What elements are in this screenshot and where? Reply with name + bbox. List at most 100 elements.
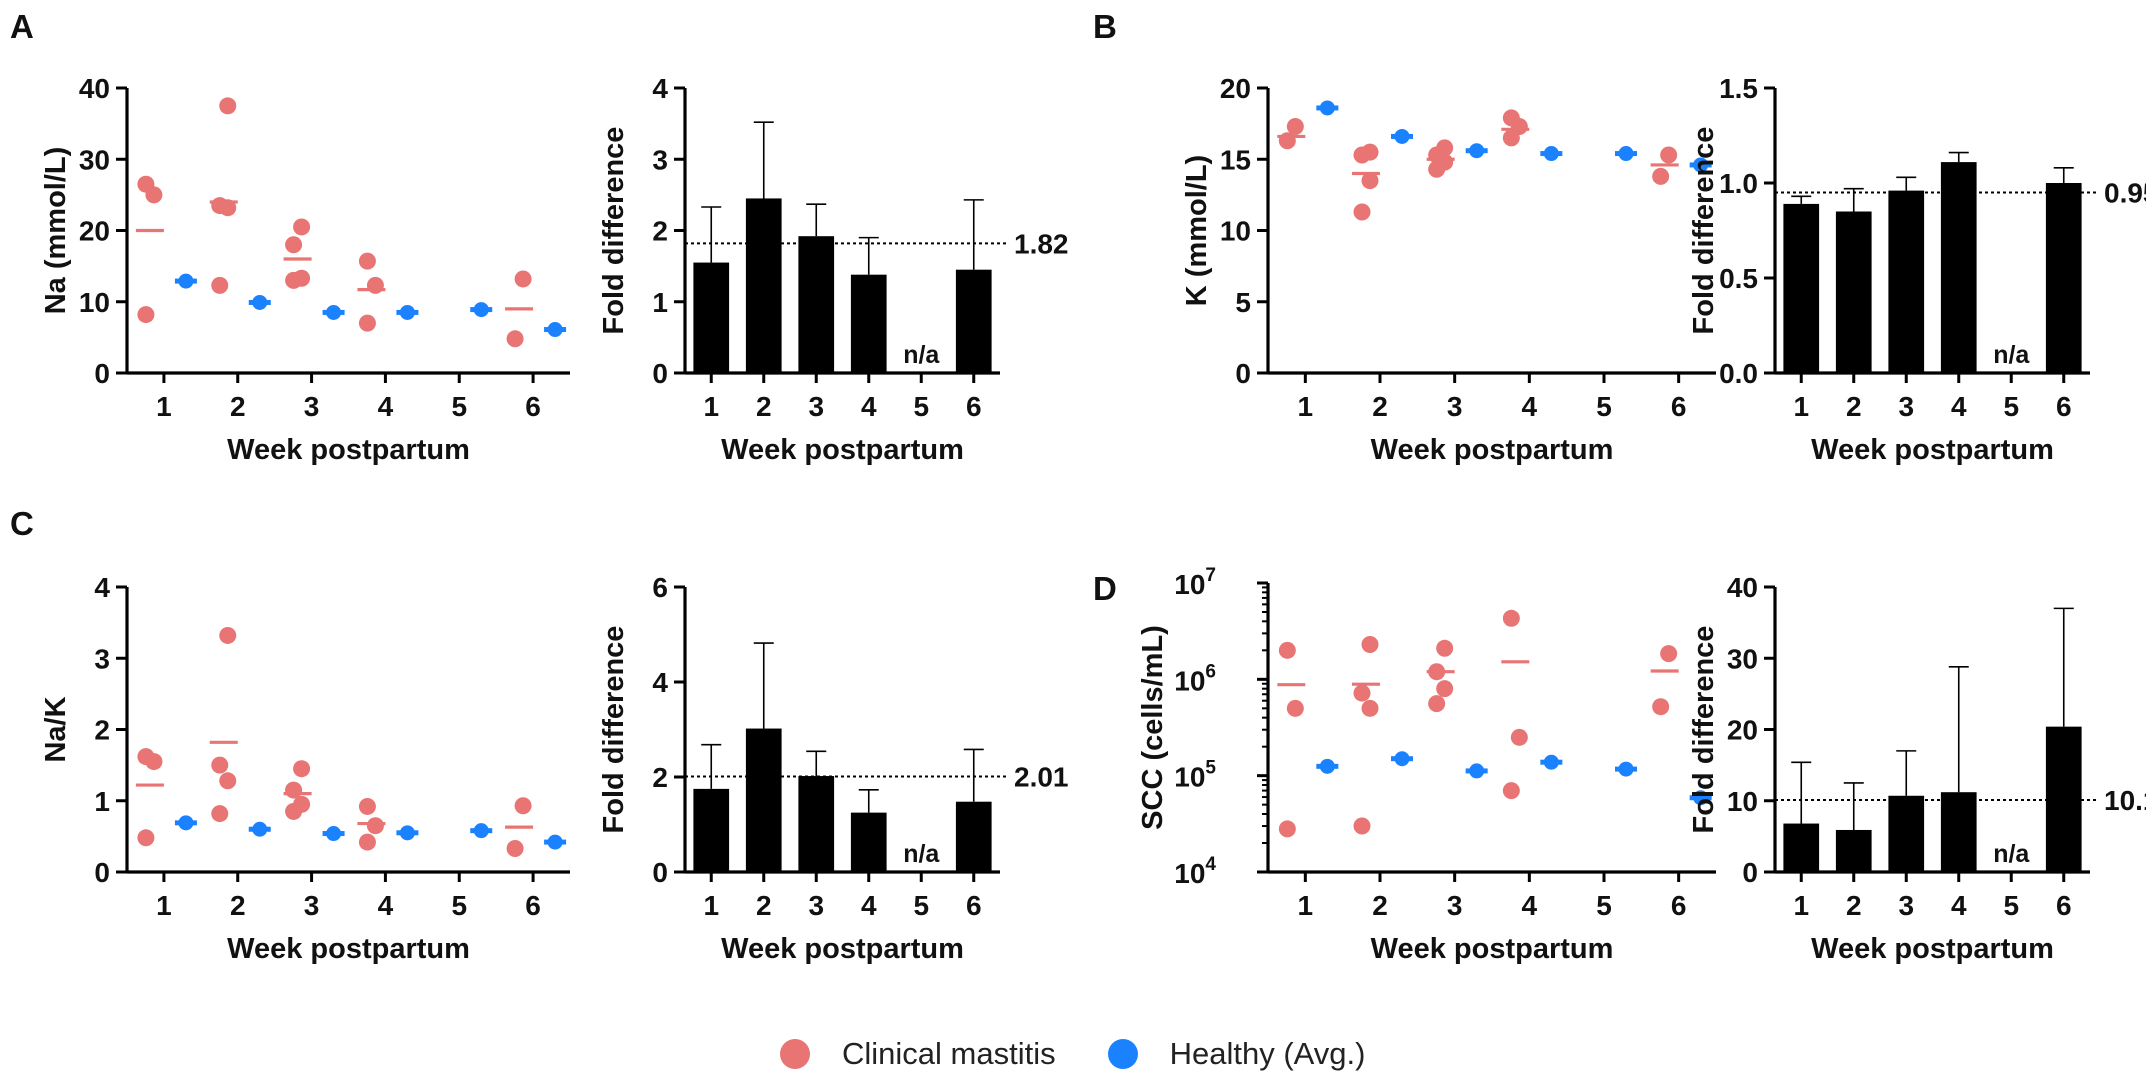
panel-b-left-healthy-avg [1618, 146, 1634, 162]
panel-c-right-na-label: n/a [903, 840, 940, 868]
panel-d-left-plot: 104 105 106 107 1 2 3 4 5 6 Week postpartum SCC (ce… [1137, 565, 1716, 965]
panel-d-left-mastitis-point [1361, 635, 1379, 653]
panel-c-right-bar [745, 728, 782, 872]
panel-a-right-x-tick-label: 4 [861, 391, 877, 422]
panel-c-left-healthy-avg [178, 815, 194, 831]
panel-b-left-x-tick-label: 2 [1372, 391, 1388, 422]
panel-b-left-y-tick-label: 5 [1235, 287, 1251, 318]
panel-d-left-y-tick-label: 107 [1174, 565, 1216, 600]
panel-a-left-y-tick-label: 20 [79, 216, 110, 247]
panel-b-left-y-tick-label: 20 [1220, 73, 1251, 104]
panel-b-left-y-tick-label: 10 [1220, 216, 1251, 247]
panel-d-left-y-tick-label: 105 [1174, 758, 1216, 793]
panel-b-left-x-tick-label: 3 [1447, 391, 1463, 422]
panel-d-left-mastitis-point [1436, 639, 1454, 657]
panel-c-right-bar [955, 801, 992, 872]
panel-a-left-x-axis-title: Week postpartum [227, 434, 470, 466]
panel-b-right-y-tick-label: 0.0 [1719, 358, 1758, 389]
panel-a-right-y-tick-label: 4 [652, 73, 668, 104]
panel-d-left-mastitis-point [1652, 698, 1670, 716]
panel-c-left-mastitis-point [137, 748, 155, 766]
panel-b-left-y-tick-label: 0 [1235, 358, 1251, 389]
panel-d-right-x-tick-label: 2 [1846, 890, 1862, 921]
panel-b-right-bar [1783, 203, 1820, 373]
panel-b-left-x-tick-label: 5 [1596, 391, 1612, 422]
panel-d-right-x-tick-label: 6 [2056, 890, 2072, 921]
panel-d-right-x-tick-label: 1 [1793, 890, 1809, 921]
legend-swatch-healthy [1107, 1039, 1138, 1069]
panel-a-left-plot: 0 10 20 30 40 1 2 3 4 5 6 Week postpartum Na (mmol/L… [40, 73, 570, 466]
panel-d-left-mastitis-point [1510, 728, 1528, 746]
panel-b-left-x-tick-label: 1 [1298, 391, 1314, 422]
panel-d-left-x-tick-label: 6 [1671, 890, 1687, 921]
panel-c-right-y-tick-label: 6 [652, 572, 668, 603]
panel-c-left-y-tick-label: 2 [94, 715, 110, 746]
panel-d-left-mastitis-point [1353, 684, 1371, 702]
panel-a-right-na-label: n/a [903, 341, 940, 369]
panel-d-left-y-tick-exponent: 5 [1205, 758, 1216, 779]
panel-a-left-mastitis-point [514, 270, 532, 288]
panel-a-left-mastitis-point [506, 330, 524, 348]
panel-b-left-mastitis-point [1278, 132, 1296, 150]
panel-c-left-mastitis-point [358, 797, 376, 815]
panel-c-left-mastitis-point [285, 781, 303, 799]
panel-c-left-healthy-avg [326, 826, 342, 842]
panel-d-right-reference-label: 10.1 [2104, 785, 2146, 816]
panel-a-right-x-tick-label: 1 [703, 391, 719, 422]
panel-a-left-y-tick-label: 10 [79, 287, 110, 318]
panel-d-right-bar [1888, 795, 1925, 872]
panel-a-right-y-axis-title: Fold difference [598, 127, 630, 335]
panel-c-left-mastitis-point [514, 797, 532, 815]
panel-d-left-mastitis-point [1286, 699, 1304, 717]
panel-a-right-x-tick-label: 2 [756, 391, 772, 422]
panel-a-right-y-tick-label: 1 [652, 287, 668, 318]
panel-d-left-x-tick-label: 4 [1522, 890, 1538, 921]
panel-c-left-mastitis-point [366, 817, 384, 835]
panel-d-right-y-tick-label: 40 [1727, 572, 1758, 603]
panel-d-right-y-tick-label: 10 [1727, 786, 1758, 817]
panel-d-left-mastitis-point [1278, 641, 1296, 659]
panel-d-right-x-tick-label: 4 [1951, 890, 1967, 921]
panel-b-right-x-tick-label: 6 [2056, 391, 2072, 422]
panel-b-left-healthy-avg [1469, 143, 1485, 159]
panel-c-right-y-tick-label: 4 [652, 667, 668, 698]
panel-c-right-y-tick-label: 2 [652, 762, 668, 793]
panel-a-left-x-tick-label: 2 [230, 391, 246, 422]
panel-label-d: D [1093, 570, 1117, 607]
panel-c-left-mastitis-point [211, 805, 229, 823]
panel-c-left-mastitis-point [293, 795, 311, 813]
panel-b-left-mastitis-point [1353, 203, 1371, 221]
panel-d-right-x-tick-label: 3 [1898, 890, 1914, 921]
panel-d-left-y-tick-exponent: 7 [1205, 565, 1216, 586]
panel-d-left-healthy-avg [1618, 761, 1634, 777]
panel-a-left-healthy-avg [326, 304, 342, 320]
panel-d-left-x-axis-title: Week postpartum [1371, 933, 1614, 965]
panel-a-right-bar [955, 269, 992, 373]
panel-a-left-x-tick-label: 1 [156, 391, 172, 422]
panel-c-right-x-tick-label: 6 [966, 890, 982, 921]
panel-b-left-mastitis-point [1286, 117, 1304, 135]
panel-c-left-mastitis-point [293, 760, 311, 778]
panel-a-left-healthy-avg [473, 302, 489, 318]
panel-d-left-mastitis-point [1361, 699, 1379, 717]
panel-a-right-x-tick-label: 3 [808, 391, 824, 422]
panel-b-right-x-tick-label: 1 [1793, 391, 1809, 422]
panel-c-right-bar [850, 812, 887, 872]
panel-a-left-mastitis-point [211, 197, 229, 215]
panel-c-left-y-axis-title: Na/K [40, 696, 72, 762]
panel-c-left-x-tick-label: 4 [378, 890, 394, 921]
panel-a-left-x-tick-label: 5 [451, 391, 467, 422]
panel-c-left-x-axis-title: Week postpartum [227, 933, 470, 965]
panel-d-right-bar [1940, 792, 1977, 872]
legend-label-healthy: Healthy (Avg.) [1169, 1036, 1366, 1071]
panel-c-left-x-tick-label: 6 [525, 890, 541, 921]
panel-d-right-y-tick-label: 20 [1727, 715, 1758, 746]
panel-b-left-mastitis-point [1660, 146, 1678, 164]
panel-c-left-healthy-avg [252, 821, 268, 837]
panel-c-right-bar [798, 776, 835, 872]
panel-c-right-x-axis-title: Week postpartum [721, 933, 964, 965]
panel-a-left-x-tick-label: 6 [525, 391, 541, 422]
panel-b-right-y-tick-label: 1.0 [1719, 168, 1758, 199]
